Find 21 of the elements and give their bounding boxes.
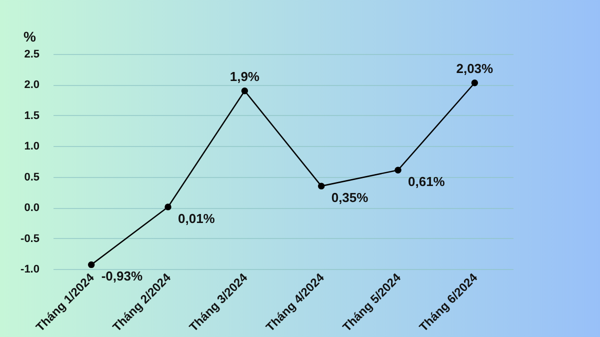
point [88,261,95,268]
y-tick-label: 2.0 [24,79,40,92]
data-label: 1,9% [230,68,260,84]
point [471,80,478,86]
y-tick-label: 0.5 [24,171,40,184]
data-label: 0,01% [178,210,216,226]
data-label: 0,61% [408,174,446,190]
y-tick-label: 1.0 [24,140,40,153]
data-label: 0,35% [331,190,369,206]
point [318,182,325,190]
y-tick-label: 1.5 [24,110,40,122]
y-tick-label: 0.0 [24,202,40,214]
point [241,88,248,94]
y-tick-label: -1.0 [20,264,40,276]
point [164,204,172,210]
data-label: -0,93% [101,268,143,284]
point [394,166,402,174]
y-tick-label: -0.5 [20,232,40,245]
y-tick-label: 2.5 [24,48,40,60]
y-axis-title: % [24,28,36,44]
data-label: 2,03% [456,60,494,76]
